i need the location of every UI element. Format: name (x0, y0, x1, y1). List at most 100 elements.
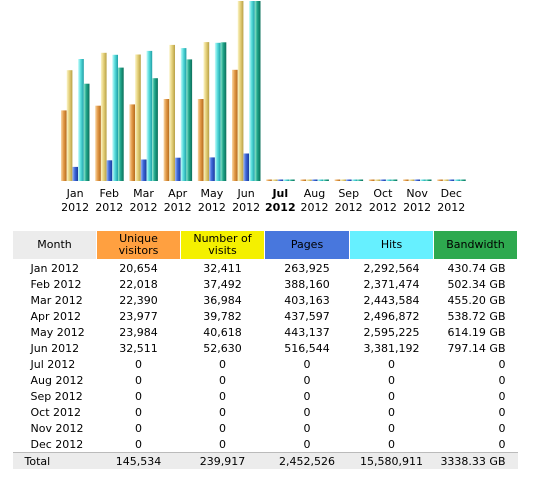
bar-bandwidth-apr-2012 (186, 59, 193, 181)
cell-pages: 2,452,526 (264, 452, 350, 469)
bar-number-of-visits-jun-2012 (237, 1, 244, 181)
cell-unique-visitors: 0 (135, 437, 142, 451)
table-row: Feb 2012 22,018 37,492 388,160 2,371,474 502.… (13, 276, 518, 292)
cell-pages: 0 (303, 389, 311, 403)
cell-month: Feb 2012 (30, 277, 82, 291)
bar-pages-may-2012 (209, 157, 215, 181)
bar-bandwidth-dec-2012 (460, 179, 466, 181)
bar-unique-visitors-may-2012 (197, 99, 204, 181)
cell-number-of-visits: 239,917 (180, 452, 265, 469)
cell-month: Jul 2012 (30, 357, 76, 371)
cell-hits: 2,496,872 (363, 309, 420, 323)
cell-unique-visitors: 0 (135, 421, 142, 435)
bar-number-of-visits-nov-2012 (408, 179, 415, 181)
bar-pages-jan-2012 (72, 166, 79, 181)
bar-hits-jun-2012 (249, 1, 255, 181)
cell-unique-visitors: 22,018 (119, 277, 158, 291)
table-header-row: Month Unique visitors Number of visits P… (12, 230, 518, 260)
cell-hits: 2,292,564 (363, 261, 420, 275)
bar-number-of-visits-oct-2012 (374, 179, 381, 181)
cell-bandwidth: 0 (498, 405, 506, 419)
cell-number-of-visits: 0 (219, 405, 226, 419)
cell-bandwidth: 538.72 GB (447, 309, 506, 323)
cell-hits: 0 (388, 357, 395, 371)
table-row: Jun 2012 32,511 52,630 516,544 3,381,192 797.… (13, 340, 518, 356)
bar-bandwidth-aug-2012 (323, 179, 329, 181)
bar-unique-visitors-apr-2012 (163, 99, 170, 181)
bar-pages-dec-2012 (448, 179, 455, 181)
tick-label-apr-2012: Apr 2012 (164, 187, 192, 214)
header-unique-visitors: Unique visitors (96, 230, 181, 260)
bar-hits-feb-2012 (112, 54, 118, 181)
bar-bandwidth-oct-2012 (391, 179, 398, 181)
table-row: Oct 2012 0 0 0 0 0 (13, 404, 518, 420)
bar-bandwidth-feb-2012 (118, 67, 124, 181)
header-bandwidth: Bandwidth (433, 230, 518, 260)
cell-number-of-visits: 0 (219, 357, 226, 371)
cell-unique-visitors: 0 (135, 389, 142, 403)
tick-label-mar-2012: Mar 2012 (130, 187, 158, 214)
cell-unique-visitors: 32,511 (119, 341, 158, 355)
bar-bandwidth-mar-2012 (152, 78, 158, 181)
cell-number-of-visits: 0 (219, 389, 226, 403)
cell-bandwidth: 0 (498, 421, 506, 435)
bar-bandwidth-nov-2012 (425, 179, 432, 181)
cell-pages: 403,163 (284, 293, 330, 307)
cell-number-of-visits: 37,492 (203, 277, 242, 291)
bar-pages-feb-2012 (106, 160, 113, 181)
cell-hits: 15,580,911 (349, 452, 434, 469)
header-hits: Hits (349, 230, 434, 260)
bar-hits-aug-2012 (317, 179, 324, 181)
cell-pages: 0 (303, 437, 311, 451)
tick-label-nov-2012: Nov 2012 (403, 187, 431, 214)
cell-unique-visitors: 0 (135, 357, 142, 371)
bar-number-of-visits-feb-2012 (100, 52, 107, 181)
table-row: Aug 2012 0 0 0 0 0 (13, 372, 518, 388)
cell-unique-visitors: 145,534 (96, 452, 181, 469)
cell-pages: 516,544 (284, 341, 330, 355)
cell-bandwidth: 455.20 GB (447, 293, 506, 307)
bar-bandwidth-jun-2012 (254, 1, 261, 181)
tick-label-aug-2012: Aug 2012 (301, 187, 329, 214)
cell-number-of-visits: 40,618 (203, 325, 242, 339)
cell-hits: 2,371,474 (363, 277, 420, 291)
table-row: Mar 2012 22,390 36,984 403,163 2,443,584 455.… (13, 292, 518, 308)
cell-month: Apr 2012 (30, 309, 82, 323)
cell-bandwidth: 502.34 GB (447, 277, 506, 291)
table-row: Jul 2012 0 0 0 0 0 (13, 356, 518, 372)
bar-unique-visitors-oct-2012 (368, 179, 375, 181)
cell-pages: 0 (303, 357, 311, 371)
tick-label-oct-2012: Oct 2012 (369, 187, 397, 214)
bar-pages-jun-2012 (243, 153, 250, 181)
bar-pages-apr-2012 (175, 157, 181, 181)
bar-number-of-visits-jan-2012 (66, 70, 73, 181)
bar-bandwidth-jul-2012 (289, 179, 295, 181)
cell-number-of-visits: 36,984 (203, 293, 242, 307)
bar-bandwidth-sep-2012 (357, 179, 364, 181)
cell-unique-visitors: 22,390 (119, 293, 158, 307)
cell-unique-visitors: 23,977 (119, 309, 158, 323)
bar-unique-visitors-aug-2012 (300, 179, 307, 181)
bar-number-of-visits-dec-2012 (442, 179, 449, 181)
cell-month: Aug 2012 (30, 373, 84, 387)
header-month: Month (12, 230, 97, 260)
cell-month: Mar 2012 (30, 293, 83, 307)
cell-number-of-visits: 0 (219, 373, 226, 387)
tick-label-jan-2012: Jan 2012 (61, 187, 89, 214)
tick-label-feb-2012: Feb 2012 (95, 187, 123, 214)
cell-month: Nov 2012 (30, 421, 84, 435)
cell-hits: 0 (388, 405, 395, 419)
bar-number-of-visits-jul-2012 (271, 179, 278, 181)
cell-pages: 437,597 (284, 309, 330, 323)
bar-bandwidth-jan-2012 (83, 83, 90, 181)
bar-number-of-visits-may-2012 (203, 42, 210, 181)
bar-hits-apr-2012 (180, 48, 187, 181)
bar-pages-mar-2012 (140, 159, 147, 181)
bar-unique-visitors-mar-2012 (129, 104, 136, 181)
bar-unique-visitors-jun-2012 (232, 69, 238, 181)
bar-unique-visitors-jan-2012 (61, 110, 67, 181)
cell-month: Jan 2012 (30, 261, 79, 275)
bar-unique-visitors-feb-2012 (95, 105, 101, 181)
table-row: Nov 2012 0 0 0 0 0 (13, 420, 518, 436)
table-row: Apr 2012 23,977 39,782 437,597 2,496,872 538.… (13, 308, 518, 324)
